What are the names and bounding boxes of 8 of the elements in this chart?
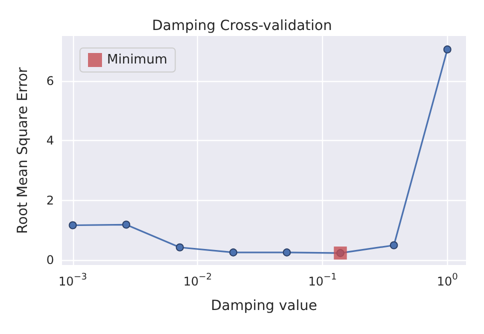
y-tick-label: 2 bbox=[46, 193, 54, 208]
y-tick-label: 0 bbox=[46, 253, 54, 268]
chart-title: Damping Cross-validation bbox=[152, 18, 332, 34]
y-axis-title: Root Mean Square Error bbox=[15, 66, 31, 234]
y-tick-label: 4 bbox=[46, 134, 54, 148]
y-tick-label: 6 bbox=[46, 74, 54, 88]
legend-label: Minimum bbox=[107, 52, 168, 68]
x-axis-title: Damping value bbox=[210, 298, 318, 314]
